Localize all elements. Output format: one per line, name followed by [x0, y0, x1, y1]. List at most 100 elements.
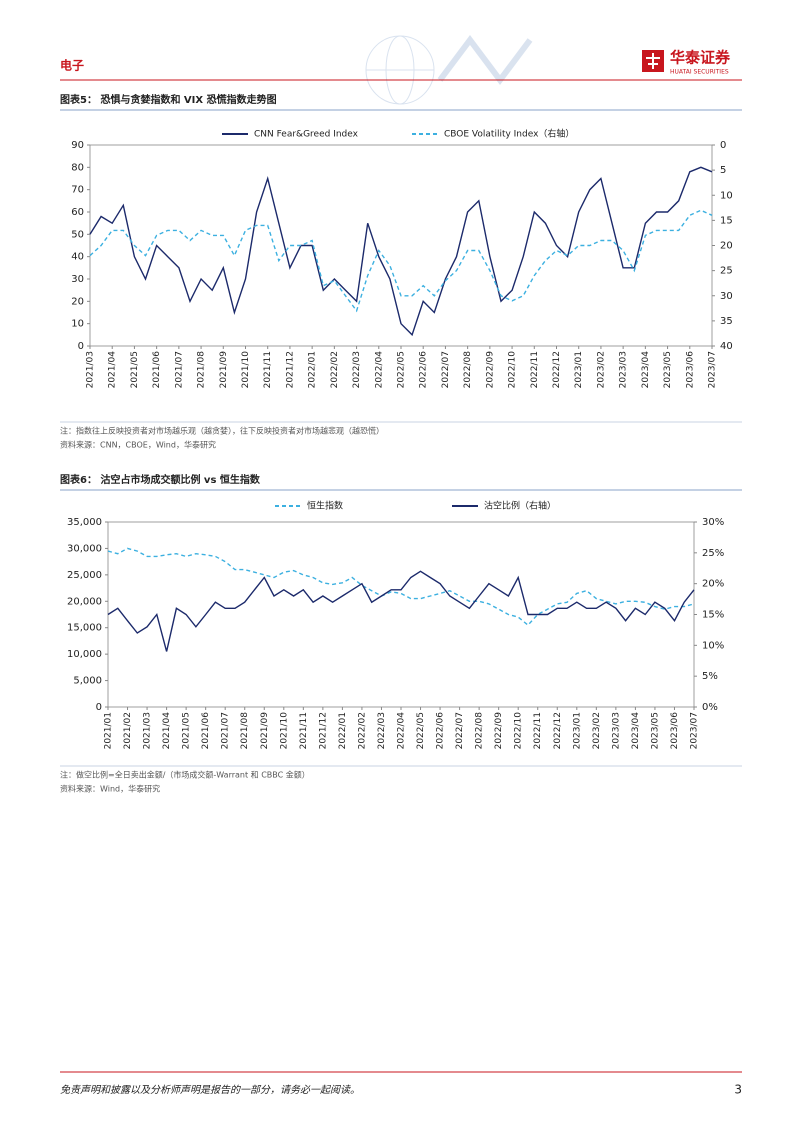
x-tick-label: 2021/03	[86, 351, 96, 388]
x-tick-label: 2021/05	[130, 351, 140, 388]
logo-glyph	[646, 53, 660, 69]
figure-caption: 图表5： 恐惧与贪婪指数和 VIX 恐慌指数走势图	[60, 93, 277, 106]
y-tick-label: 40	[71, 252, 84, 263]
legend-label: 恒生指数	[307, 500, 343, 512]
x-tick-label: 2022/03	[377, 712, 387, 749]
x-tick-label: 2021/07	[221, 712, 231, 749]
series-line	[89, 166, 713, 337]
x-tick-label: 2022/02	[330, 351, 340, 388]
x-tick-label: 2022/11	[533, 712, 543, 749]
x-tick-label: 2021/12	[318, 712, 328, 749]
series-line	[89, 209, 713, 313]
figure-caption: 图表6： 沽空占市场成交额比例 vs 恒生指数	[60, 473, 261, 486]
x-tick-label: 2023/01	[572, 712, 582, 749]
y-tick-label: 0	[96, 702, 102, 713]
header-decoration	[365, 35, 533, 105]
x-tick-label: 2022/01	[338, 712, 348, 749]
x-tick-label: 2022/04	[374, 351, 384, 389]
x-tick-label: 2022/05	[416, 712, 426, 749]
figure-note: 注：指数往上反映投资者对市场越乐观（越贪婪），往下反映投资者对市场越悲观（越恐慌…	[60, 426, 384, 436]
x-tick-label: 2023/06	[685, 351, 695, 389]
x-tick-label: 2021/06	[152, 351, 162, 389]
x-tick-label: 2021/11	[299, 712, 309, 749]
x-tick-label: 2022/01	[308, 351, 318, 388]
y2-tick-label: 25%	[702, 548, 724, 559]
x-tick-label: 2021/03	[143, 712, 153, 749]
brand-en: HUATAI SECURITIES	[670, 69, 729, 76]
series-line	[107, 570, 695, 652]
series-line	[107, 547, 695, 627]
x-tick-label: 2021/02	[123, 712, 133, 749]
x-tick-label: 2023/07	[690, 712, 700, 749]
x-tick-label: 2021/08	[240, 712, 250, 750]
y-tick-label: 35,000	[67, 517, 102, 528]
x-tick-label: 2021/10	[279, 712, 289, 750]
x-tick-label: 2021/04	[108, 351, 118, 389]
x-tick-label: 2023/05	[650, 712, 660, 749]
x-tick-label: 2022/02	[357, 712, 367, 749]
x-tick-label: 2021/01	[104, 712, 114, 749]
y-tick-label: 5,000	[73, 676, 102, 687]
x-tick-label: 2022/09	[494, 712, 504, 750]
y2-tick-label: 5	[720, 165, 726, 176]
x-tick-label: 2022/12	[552, 351, 562, 388]
x-tick-label: 2023/06	[670, 712, 680, 750]
figure-source: 资料来源：Wind，华泰研究	[60, 784, 160, 794]
y-tick-label: 10,000	[67, 649, 102, 660]
x-tick-label: 2021/04	[162, 712, 172, 750]
figure-note: 注：做空比例=全日卖出金额/（市场成交额-Warrant 和 CBBC 金额）	[60, 770, 310, 780]
disclaimer: 免责声明和披露以及分析师声明是报告的一部分，请务必一起阅读。	[60, 1084, 360, 1096]
x-tick-label: 2022/08	[463, 351, 473, 389]
legend-label: CNN Fear&Greed Index	[254, 130, 359, 140]
y2-tick-label: 20%	[702, 579, 724, 590]
y-tick-label: 10	[71, 319, 84, 330]
x-tick-label: 2022/05	[397, 351, 407, 388]
x-tick-label: 2023/04	[631, 712, 641, 750]
brand: 华泰证券	[670, 49, 731, 67]
x-tick-label: 2021/07	[174, 351, 184, 388]
x-tick-label: 2022/09	[485, 351, 495, 389]
y-tick-label: 80	[71, 162, 84, 173]
y2-tick-label: 25	[720, 266, 733, 277]
figure-source: 资料来源：CNN，CBOE，Wind，华泰研究	[60, 440, 216, 450]
y-tick-label: 30	[71, 274, 84, 285]
section: 电子	[60, 58, 84, 73]
y-tick-label: 50	[71, 229, 84, 240]
x-tick-label: 2023/04	[641, 351, 651, 389]
x-tick-label: 2021/10	[241, 351, 251, 389]
y2-tick-label: 40	[720, 341, 733, 352]
y2-tick-label: 30	[720, 291, 733, 302]
y-tick-label: 15,000	[67, 623, 102, 634]
x-tick-label: 2022/07	[441, 351, 451, 388]
x-tick-label: 2022/04	[397, 712, 407, 750]
x-tick-label: 2023/03	[611, 712, 621, 749]
y2-tick-label: 20	[720, 241, 733, 252]
y-tick-label: 20	[71, 296, 84, 307]
x-tick-label: 2023/01	[574, 351, 584, 388]
page-number: 3	[734, 1083, 742, 1097]
x-tick-label: 2022/12	[553, 712, 563, 749]
legend-label: 沽空比例（右轴）	[484, 500, 556, 512]
x-tick-label: 2021/06	[201, 712, 211, 750]
y2-tick-label: 15%	[702, 610, 724, 621]
plot-frame	[89, 144, 713, 347]
y-tick-label: 70	[71, 185, 84, 196]
y2-tick-label: 5%	[702, 671, 718, 682]
y2-tick-label: 0	[720, 140, 726, 151]
x-tick-label: 2021/09	[219, 351, 229, 389]
x-tick-label: 2022/10	[508, 351, 518, 389]
y-tick-label: 60	[71, 207, 84, 218]
y-tick-label: 20,000	[67, 596, 102, 607]
y2-tick-label: 10	[720, 190, 733, 201]
y2-tick-label: 30%	[702, 517, 724, 528]
x-tick-label: 2021/09	[260, 712, 270, 750]
x-tick-label: 2022/06	[436, 712, 446, 750]
x-tick-label: 2021/05	[182, 712, 192, 749]
x-tick-label: 2021/11	[263, 351, 273, 388]
y2-tick-label: 10%	[702, 640, 724, 651]
y2-tick-label: 35	[720, 316, 733, 327]
y-tick-label: 25,000	[67, 570, 102, 581]
x-tick-label: 2022/08	[475, 712, 485, 750]
y-tick-label: 90	[71, 140, 84, 151]
x-tick-label: 2022/07	[455, 712, 465, 749]
